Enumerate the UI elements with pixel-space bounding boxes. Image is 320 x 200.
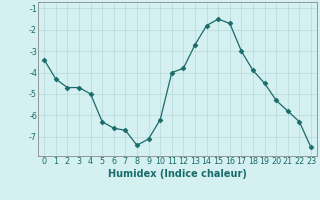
X-axis label: Humidex (Indice chaleur): Humidex (Indice chaleur) [108, 169, 247, 179]
